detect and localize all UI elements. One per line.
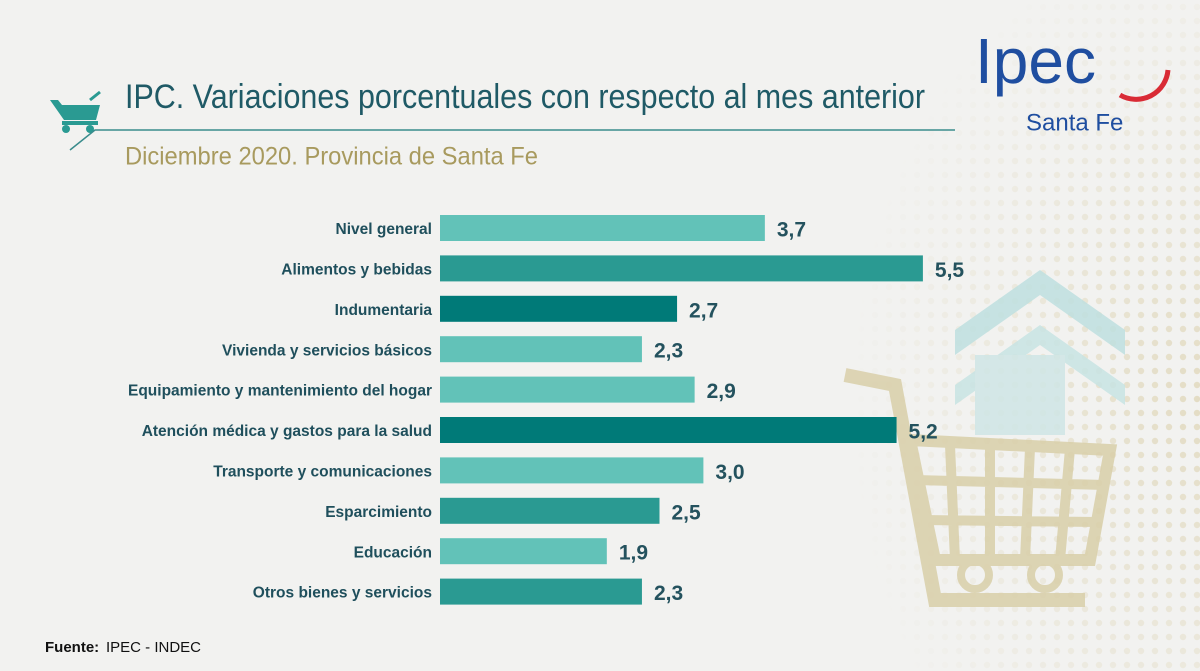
- title-rule: [69, 129, 955, 151]
- value-label: 3,7: [777, 219, 806, 242]
- chart-title: IPC. Variaciones porcentuales con respec…: [125, 78, 925, 116]
- logo-arc: [1118, 69, 1171, 102]
- category-label: Indumentaria: [335, 302, 433, 319]
- value-label: 5,2: [909, 421, 938, 444]
- bar: [440, 295, 678, 322]
- category-label: Educación: [354, 544, 432, 561]
- bar: [440, 578, 642, 605]
- category-label: Atención médica y gastos para la salud: [142, 423, 432, 440]
- value-label: 2,5: [672, 501, 702, 524]
- cart-icon: [50, 90, 101, 133]
- category-label: Equipamiento y mantenimiento del hogar: [128, 383, 432, 400]
- bar: [440, 538, 607, 565]
- category-label: Vivienda y servicios básicos: [222, 342, 432, 359]
- value-label: 3,0: [715, 461, 744, 484]
- cart-decoration: [843, 270, 1125, 607]
- bar: [440, 336, 642, 363]
- source-label: Fuente:: [45, 639, 99, 656]
- value-label: 2,7: [689, 299, 718, 322]
- value-label: 2,9: [707, 380, 736, 403]
- category-label: Otros bienes y servicios: [253, 585, 432, 602]
- bar: [440, 215, 765, 241]
- value-label: 2,3: [654, 340, 683, 363]
- bar: [440, 497, 660, 524]
- logo-subtitle: Santa Fe: [1026, 109, 1123, 136]
- source: IPEC - INDEC: [106, 639, 201, 656]
- bar: [440, 457, 704, 484]
- category-label: Alimentos y bebidas: [281, 261, 432, 278]
- logo-text: Ipec: [975, 25, 1096, 97]
- value-label: 2,3: [654, 582, 683, 605]
- category-label: Esparcimiento: [325, 504, 432, 521]
- value-label: 1,9: [619, 542, 648, 565]
- bar: [440, 255, 923, 282]
- value-label: 5,5: [935, 259, 965, 282]
- bar: [440, 417, 897, 443]
- category-label: Transporte y comunicaciones: [213, 463, 432, 480]
- chart-subtitle: Diciembre 2020. Provincia de Santa Fe: [125, 143, 538, 171]
- category-label: Nivel general: [336, 221, 433, 238]
- bar: [440, 376, 695, 403]
